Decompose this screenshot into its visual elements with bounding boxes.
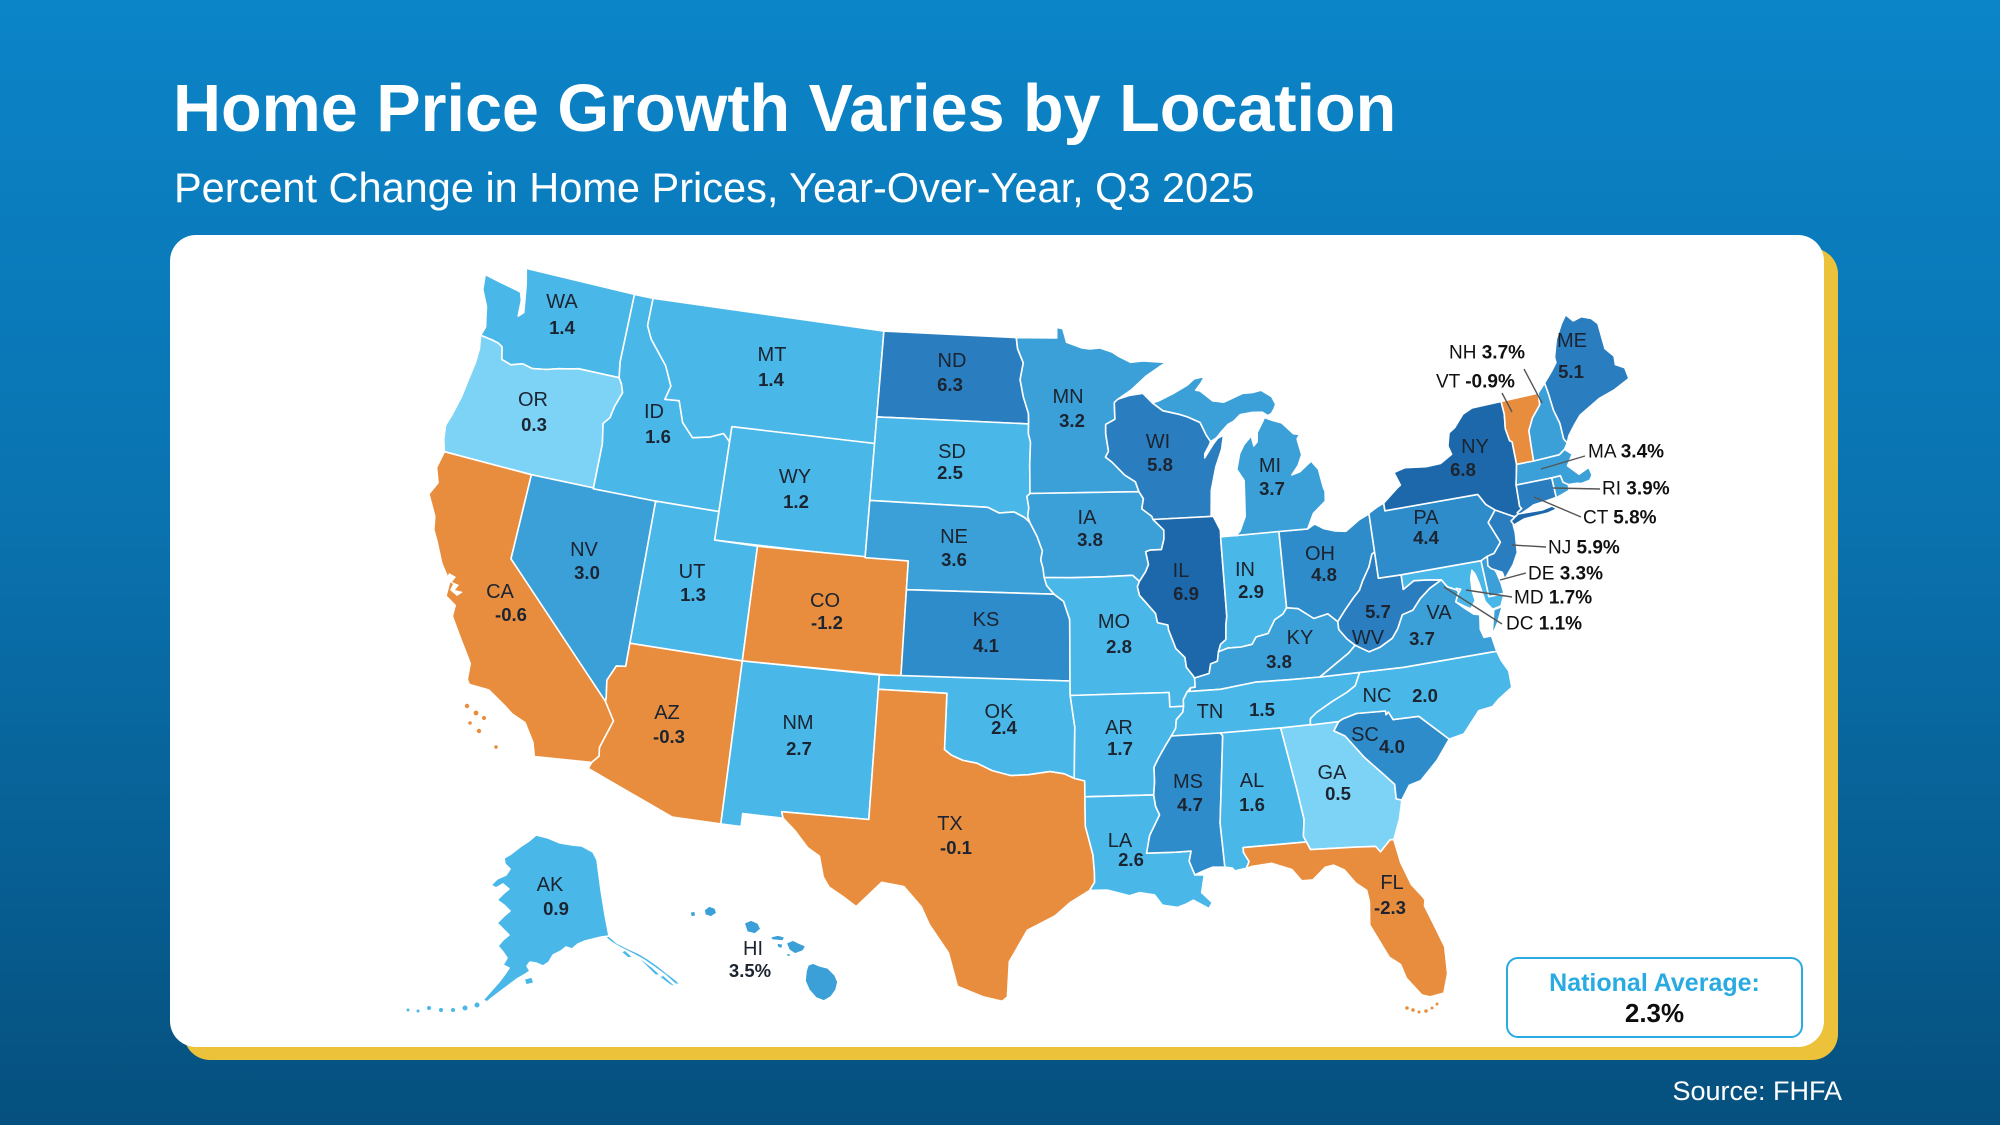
svg-text:0.9: 0.9 bbox=[543, 898, 569, 919]
svg-text:1.2: 1.2 bbox=[783, 491, 809, 512]
svg-text:3.6: 3.6 bbox=[941, 549, 967, 570]
svg-text:2.8: 2.8 bbox=[1106, 636, 1132, 657]
svg-text:LA: LA bbox=[1108, 830, 1133, 852]
svg-text:MI: MI bbox=[1259, 455, 1281, 477]
svg-text:3.5%: 3.5% bbox=[729, 960, 771, 981]
svg-text:NC: NC bbox=[1363, 685, 1392, 707]
svg-text:FL: FL bbox=[1380, 872, 1403, 894]
svg-text:2.5: 2.5 bbox=[937, 462, 963, 483]
svg-text:ID: ID bbox=[644, 401, 664, 423]
svg-text:6.8: 6.8 bbox=[1450, 459, 1476, 480]
svg-text:1.4: 1.4 bbox=[549, 317, 575, 338]
svg-text:SD: SD bbox=[938, 441, 966, 463]
svg-text:6.3: 6.3 bbox=[937, 374, 963, 395]
svg-text:2.9: 2.9 bbox=[1238, 581, 1264, 602]
svg-text:WA: WA bbox=[546, 291, 578, 313]
svg-text:1.4: 1.4 bbox=[758, 369, 784, 390]
svg-text:1.7: 1.7 bbox=[1107, 738, 1133, 759]
svg-text:AK: AK bbox=[537, 874, 564, 896]
svg-text:OR: OR bbox=[518, 389, 548, 411]
svg-text:AR: AR bbox=[1105, 717, 1133, 739]
svg-text:0.5: 0.5 bbox=[1325, 783, 1351, 804]
svg-text:GA: GA bbox=[1318, 762, 1348, 784]
svg-text:NE: NE bbox=[940, 526, 968, 548]
svg-text:UT: UT bbox=[679, 561, 706, 583]
svg-text:5.1: 5.1 bbox=[1558, 361, 1584, 382]
svg-text:TN: TN bbox=[1197, 701, 1224, 723]
svg-text:DC 1.1%: DC 1.1% bbox=[1506, 614, 1582, 635]
svg-text:-0.6: -0.6 bbox=[495, 604, 527, 625]
svg-text:2.0: 2.0 bbox=[1412, 685, 1438, 706]
svg-text:4.4: 4.4 bbox=[1413, 527, 1439, 548]
svg-text:2.7: 2.7 bbox=[786, 738, 812, 759]
svg-text:KS: KS bbox=[973, 609, 1000, 631]
svg-text:5.8: 5.8 bbox=[1147, 454, 1173, 475]
svg-text:MS: MS bbox=[1173, 771, 1203, 793]
svg-text:KY: KY bbox=[1287, 627, 1314, 649]
svg-text:CT 5.8%: CT 5.8% bbox=[1583, 508, 1657, 529]
svg-text:3.8: 3.8 bbox=[1266, 651, 1292, 672]
svg-text:HI: HI bbox=[743, 938, 763, 960]
svg-text:IA: IA bbox=[1078, 507, 1098, 529]
svg-text:VA: VA bbox=[1426, 602, 1452, 624]
svg-text:0.3: 0.3 bbox=[521, 414, 547, 435]
svg-text:-0.1: -0.1 bbox=[940, 837, 972, 858]
svg-text:IN: IN bbox=[1235, 559, 1255, 581]
svg-text:1.6: 1.6 bbox=[645, 426, 671, 447]
svg-text:OH: OH bbox=[1305, 543, 1335, 565]
svg-text:MN: MN bbox=[1052, 386, 1083, 408]
svg-text:WY: WY bbox=[779, 466, 811, 488]
svg-text:3.7: 3.7 bbox=[1259, 478, 1285, 499]
svg-text:IL: IL bbox=[1173, 560, 1190, 582]
svg-text:NH 3.7%: NH 3.7% bbox=[1449, 343, 1525, 364]
svg-text:1.3: 1.3 bbox=[680, 584, 706, 605]
svg-text:5.7: 5.7 bbox=[1365, 601, 1391, 622]
svg-text:RI 3.9%: RI 3.9% bbox=[1602, 479, 1670, 500]
svg-text:CO: CO bbox=[810, 590, 840, 612]
svg-text:NY: NY bbox=[1461, 436, 1489, 458]
svg-text:NV: NV bbox=[570, 539, 598, 561]
svg-text:CA: CA bbox=[486, 581, 514, 603]
svg-text:MD 1.7%: MD 1.7% bbox=[1514, 588, 1592, 609]
svg-text:2.4: 2.4 bbox=[991, 717, 1017, 738]
svg-text:4.0: 4.0 bbox=[1379, 736, 1405, 757]
svg-text:OK: OK bbox=[985, 701, 1015, 723]
svg-text:VT -0.9%: VT -0.9% bbox=[1436, 372, 1515, 393]
svg-text:3.8: 3.8 bbox=[1077, 529, 1103, 550]
svg-text:-1.2: -1.2 bbox=[811, 612, 843, 633]
svg-text:3.0: 3.0 bbox=[574, 562, 600, 583]
svg-text:6.9: 6.9 bbox=[1173, 583, 1199, 604]
svg-text:ME: ME bbox=[1557, 330, 1587, 352]
svg-text:1.5: 1.5 bbox=[1249, 699, 1275, 720]
svg-text:2.6: 2.6 bbox=[1118, 849, 1144, 870]
svg-text:-0.3: -0.3 bbox=[653, 726, 685, 747]
svg-text:-2.3: -2.3 bbox=[1374, 897, 1406, 918]
svg-text:ND: ND bbox=[938, 350, 967, 372]
svg-text:MO: MO bbox=[1098, 611, 1130, 633]
svg-text:4.7: 4.7 bbox=[1177, 794, 1203, 815]
svg-text:WI: WI bbox=[1146, 431, 1170, 453]
svg-text:3.7: 3.7 bbox=[1409, 628, 1435, 649]
svg-text:TX: TX bbox=[937, 813, 963, 835]
svg-text:DE 3.3%: DE 3.3% bbox=[1528, 564, 1603, 585]
svg-text:PA: PA bbox=[1413, 507, 1439, 529]
svg-text:WV: WV bbox=[1352, 627, 1385, 649]
svg-text:1.6: 1.6 bbox=[1239, 794, 1265, 815]
svg-text:4.8: 4.8 bbox=[1311, 564, 1337, 585]
svg-text:4.1: 4.1 bbox=[973, 635, 999, 656]
svg-text:SC: SC bbox=[1351, 724, 1379, 746]
svg-text:NM: NM bbox=[782, 712, 813, 734]
svg-text:NJ 5.9%: NJ 5.9% bbox=[1548, 538, 1620, 559]
svg-text:MT: MT bbox=[758, 344, 787, 366]
svg-text:MA 3.4%: MA 3.4% bbox=[1588, 442, 1664, 463]
svg-text:3.2: 3.2 bbox=[1059, 410, 1085, 431]
svg-text:AL: AL bbox=[1240, 770, 1264, 792]
svg-text:AZ: AZ bbox=[654, 702, 680, 724]
